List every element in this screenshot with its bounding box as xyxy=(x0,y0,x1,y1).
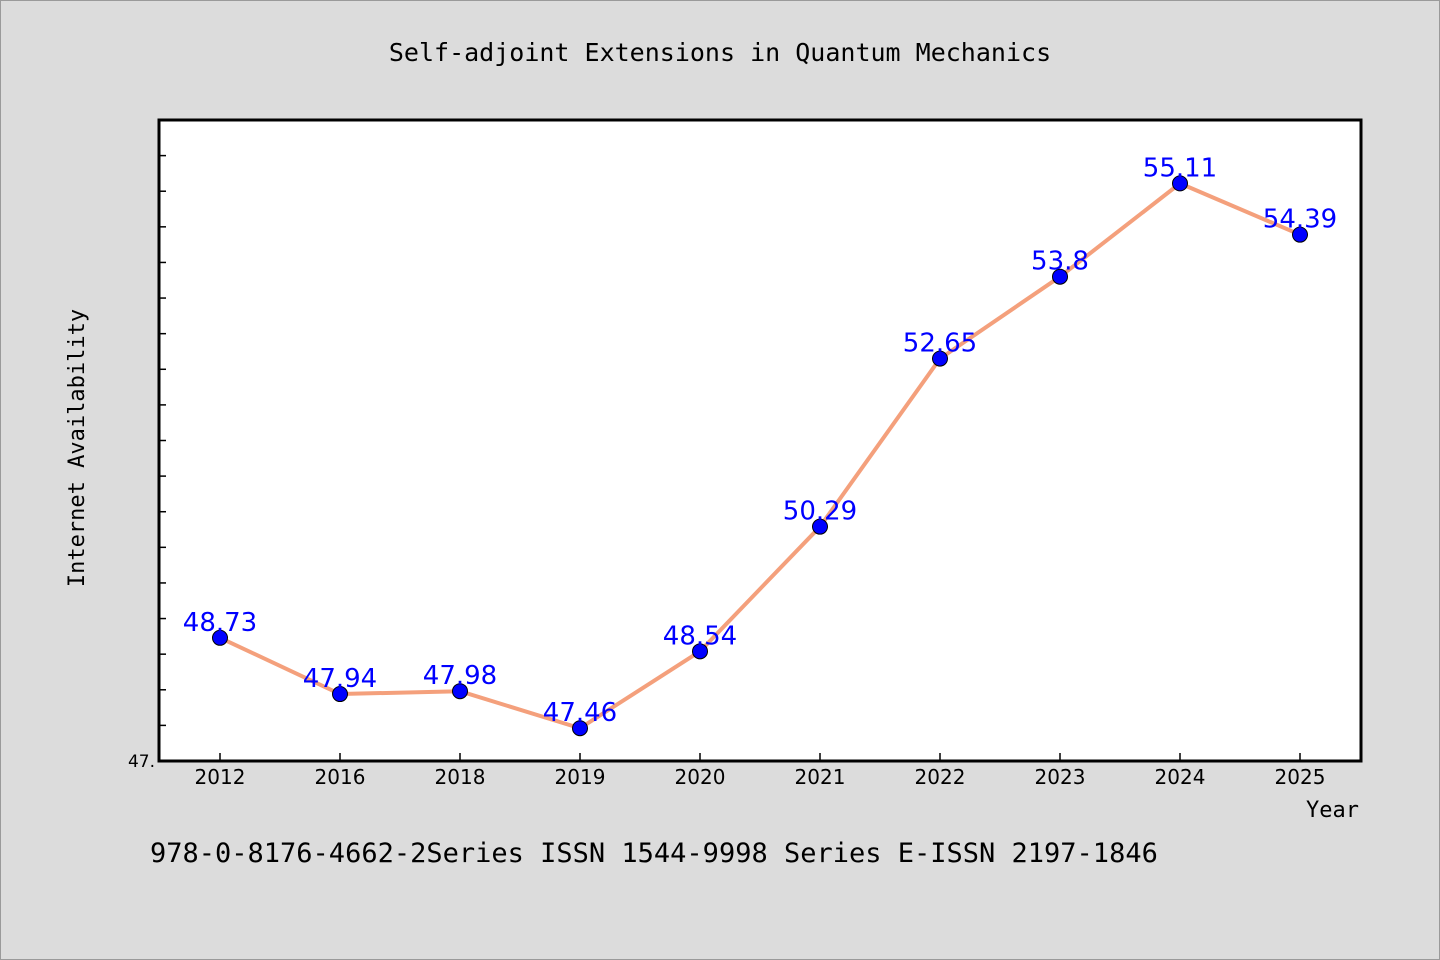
data-point-marker xyxy=(812,518,828,535)
data-label: 50.29 xyxy=(783,497,857,527)
x-axis-ticks xyxy=(219,753,1301,761)
x-tick-labels: 2012 2016 2018 2019 2020 2021 2022 2023 2024 2025 xyxy=(195,765,1326,789)
x-tick-label: 2022 xyxy=(915,765,966,789)
data-point-marker xyxy=(332,686,348,703)
series-line xyxy=(219,181,1301,731)
y-tick-label: 47. xyxy=(128,752,155,772)
data-point-marker xyxy=(212,629,228,646)
x-tick-label: 2024 xyxy=(1155,765,1206,789)
plot-area xyxy=(157,118,1363,763)
y-axis-ticks xyxy=(159,154,166,727)
x-tick-label: 2018 xyxy=(435,765,486,789)
data-point-marker xyxy=(1052,268,1068,285)
series-markers xyxy=(212,175,1308,737)
y-axis-label: Internet Availability xyxy=(65,309,90,587)
x-tick-label: 2012 xyxy=(195,765,246,789)
data-label: 55.11 xyxy=(1143,153,1217,183)
data-label: 47.94 xyxy=(303,664,377,694)
x-tick-label: 2023 xyxy=(1035,765,1086,789)
data-point-marker xyxy=(932,350,948,367)
data-point-marker xyxy=(692,643,708,660)
data-label: 47.46 xyxy=(543,698,617,728)
data-point-marker xyxy=(1292,226,1308,243)
x-tick-label: 2020 xyxy=(675,765,726,789)
data-label: 53.8 xyxy=(1031,247,1089,277)
data-label: 52.65 xyxy=(903,329,977,359)
data-point-marker xyxy=(572,720,588,737)
data-point-marker xyxy=(1172,175,1188,192)
x-tick-label: 2019 xyxy=(555,765,606,789)
data-point-marker xyxy=(452,683,468,700)
data-label: 48.54 xyxy=(663,621,737,651)
footer-isbn-text: 978-0-8176-4662-2Series ISSN 1544-9998 S… xyxy=(150,838,1158,869)
data-label: 47.98 xyxy=(423,661,497,691)
x-axis-label: Year xyxy=(1306,798,1359,823)
x-tick-label: 2025 xyxy=(1275,765,1326,789)
chart-title: Self-adjoint Extensions in Quantum Mecha… xyxy=(389,38,1051,67)
data-label: 54.39 xyxy=(1263,205,1337,235)
data-label: 48.73 xyxy=(183,608,257,638)
x-tick-label: 2021 xyxy=(795,765,846,789)
data-labels: 48.73 47.94 47.98 47.46 48.54 50.29 52.65 53.8 5… xyxy=(183,153,1337,728)
x-tick-label: 2016 xyxy=(315,765,366,789)
